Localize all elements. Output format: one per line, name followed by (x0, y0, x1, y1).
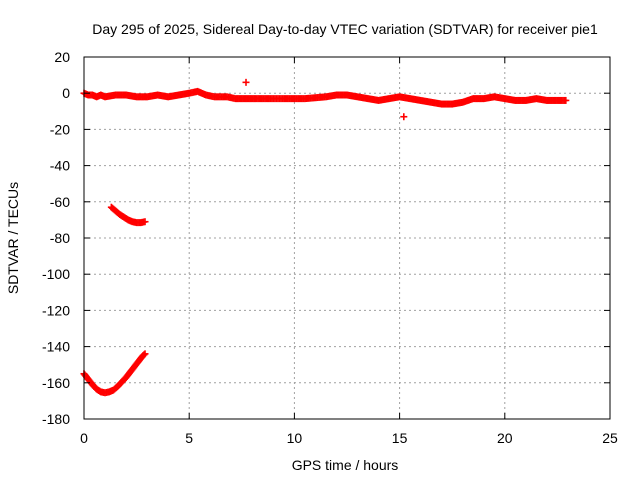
data-point (141, 218, 149, 226)
y-tick-label: 20 (54, 49, 70, 65)
y-tick-label: -160 (42, 375, 70, 391)
x-axis-label: GPS time / hours (292, 457, 399, 473)
x-tick-label: 20 (497, 430, 513, 446)
x-tick-label: 5 (185, 430, 193, 446)
y-tick-label: 0 (62, 85, 70, 101)
x-tick-label: 25 (602, 430, 618, 446)
data-points (80, 78, 570, 397)
axis-ticks (83, 56, 611, 420)
y-tick-label: -140 (42, 339, 70, 355)
data-point (141, 350, 149, 358)
y-tick-label: -80 (50, 230, 70, 246)
x-tick-label: 0 (80, 430, 88, 446)
y-tick-label: -60 (50, 194, 70, 210)
y-tick-label: -120 (42, 302, 70, 318)
y-tick-label: -20 (50, 121, 70, 137)
y-tick-label: -100 (42, 266, 70, 282)
tick-labels: 0 5 10 15 20 25 20 0 -20 -40 -60 -80 -100 -120 -140 -16… (42, 49, 618, 446)
y-tick-label: -40 (50, 158, 70, 174)
grid-lines (84, 57, 610, 419)
data-point (400, 113, 408, 121)
plot-frame (83, 56, 611, 420)
x-tick-label: 15 (392, 430, 408, 446)
x-tick-label: 10 (287, 430, 303, 446)
data-point (562, 96, 570, 104)
y-axis-label: SDTVAR / TECUs (5, 182, 21, 294)
chart-title: Day 295 of 2025, Sidereal Day-to-day VTE… (92, 21, 598, 37)
data-point (140, 351, 148, 359)
data-point (242, 78, 250, 86)
y-tick-label: -180 (42, 411, 70, 427)
